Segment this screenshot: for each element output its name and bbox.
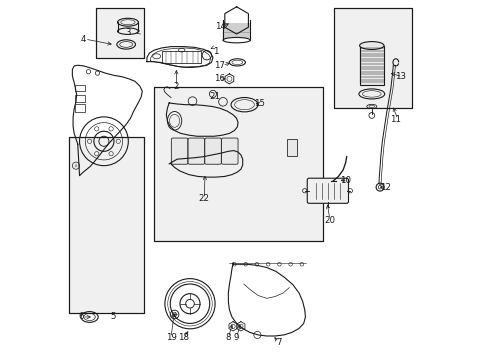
Text: 4: 4 — [80, 35, 86, 44]
Bar — [75, 85, 85, 91]
Bar — [96, 8, 144, 58]
Text: 1: 1 — [213, 47, 218, 56]
Text: 19: 19 — [165, 333, 176, 342]
Bar — [154, 87, 323, 241]
Text: 16: 16 — [213, 75, 224, 84]
Bar — [162, 50, 201, 63]
Text: 21: 21 — [209, 92, 220, 101]
Text: 18: 18 — [178, 333, 189, 342]
Text: 12: 12 — [379, 183, 390, 192]
Text: 14: 14 — [214, 22, 225, 31]
Text: 5: 5 — [111, 312, 116, 321]
Bar — [96, 8, 144, 58]
Ellipse shape — [359, 41, 383, 49]
FancyBboxPatch shape — [188, 138, 204, 164]
Text: 13: 13 — [394, 72, 405, 81]
FancyBboxPatch shape — [204, 138, 221, 164]
Bar — [154, 87, 323, 241]
Text: 22: 22 — [199, 194, 209, 203]
Text: 9: 9 — [233, 333, 239, 342]
Bar — [286, 139, 296, 156]
Bar — [69, 137, 144, 313]
FancyBboxPatch shape — [221, 138, 238, 164]
Bar — [69, 137, 144, 313]
Text: 2: 2 — [173, 82, 179, 91]
Text: 7: 7 — [275, 338, 281, 347]
Text: 8: 8 — [225, 333, 231, 342]
Bar — [333, 8, 411, 108]
FancyBboxPatch shape — [306, 178, 348, 203]
Text: 3: 3 — [125, 28, 130, 37]
Text: 17: 17 — [213, 61, 224, 70]
Text: 10: 10 — [340, 176, 350, 185]
Bar — [333, 8, 411, 108]
Text: 15: 15 — [254, 99, 264, 108]
Text: 6: 6 — [79, 312, 84, 321]
Text: 20: 20 — [324, 216, 335, 225]
Text: 11: 11 — [389, 115, 400, 124]
Bar — [359, 45, 383, 85]
FancyBboxPatch shape — [171, 138, 187, 164]
Bar — [75, 104, 85, 112]
Bar — [75, 95, 85, 102]
